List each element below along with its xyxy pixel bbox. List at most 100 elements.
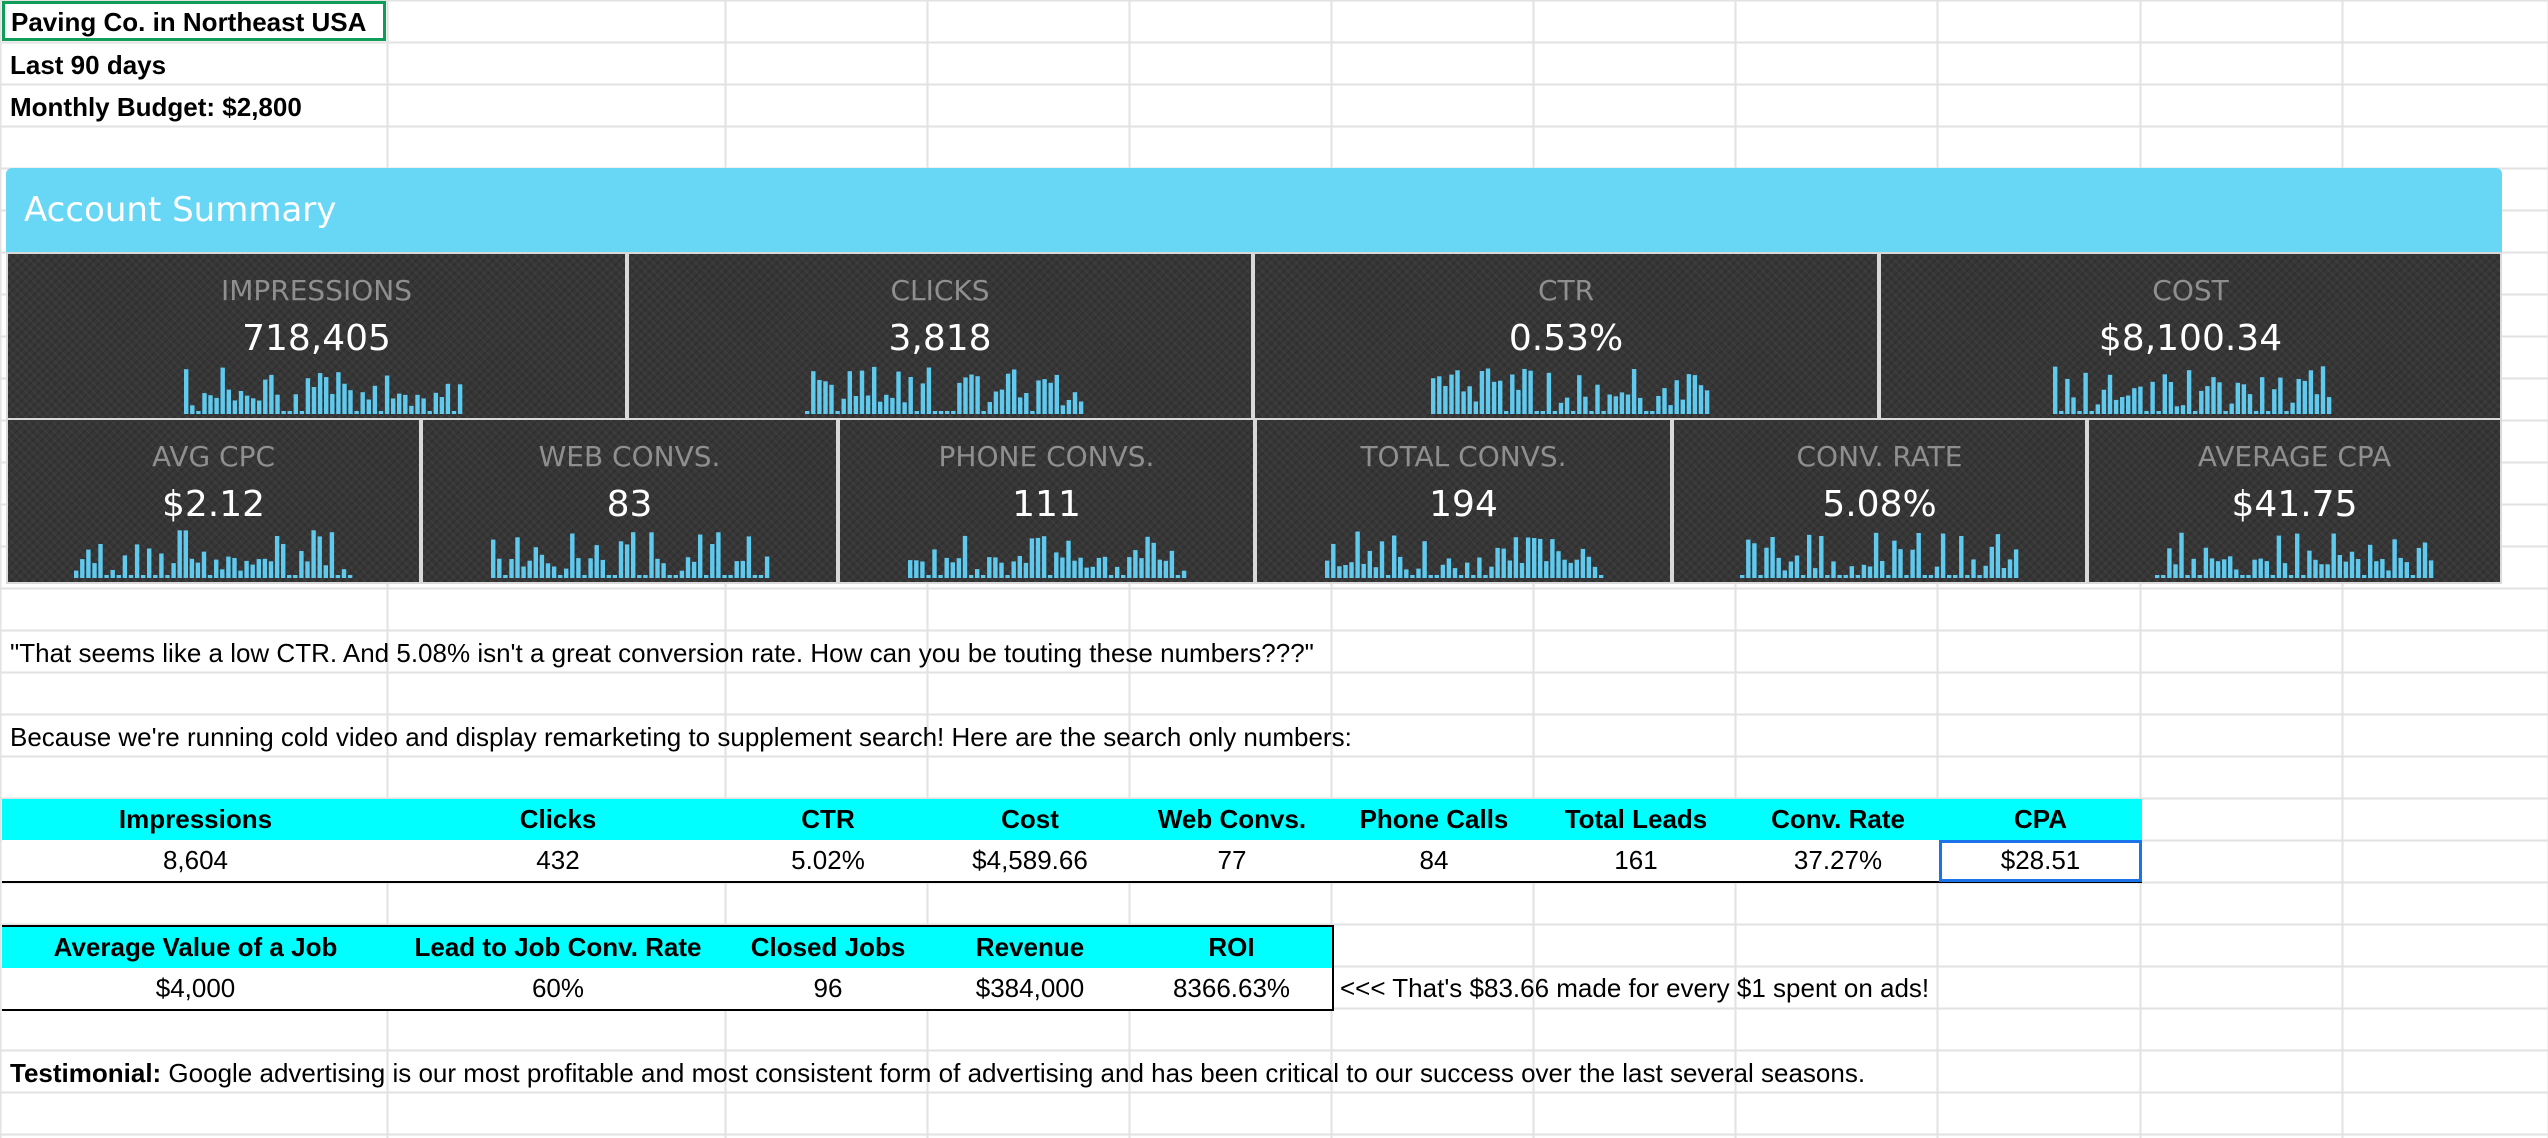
header-roi[interactable]: ROI	[1131, 926, 1333, 968]
quote-text[interactable]: "That seems like a low CTR. And 5.08% is…	[10, 638, 1314, 668]
header-revenue[interactable]: Revenue	[929, 926, 1131, 968]
table-row: $4,000 60% 96 $384,000 8366.63%	[2, 968, 1333, 1010]
sparkline-bar	[975, 569, 980, 578]
sparkline-bar	[710, 544, 715, 578]
sparkline-bar	[1005, 575, 1010, 578]
cell-web-convs[interactable]: 77	[1131, 840, 1333, 882]
sparkline-bar	[1522, 368, 1527, 414]
sparkline-bar	[878, 401, 883, 414]
sparkline-bar	[1650, 411, 1655, 414]
header-average-job-value[interactable]: Average Value of a Job	[2, 926, 389, 968]
sparkline-bar	[951, 411, 956, 414]
sparkline-bar	[2193, 411, 2198, 414]
sparkline-bar	[324, 377, 329, 414]
cell-cpa-selected[interactable]: $28.51	[1939, 840, 2142, 882]
account-summary-title: Account Summary	[24, 190, 337, 230]
header-phone-calls[interactable]: Phone Calls	[1333, 799, 1535, 840]
sparkline-bar	[122, 555, 128, 578]
sparkline-bar	[1121, 575, 1126, 578]
explanation-text[interactable]: Because we're running cold video and dis…	[10, 722, 1352, 752]
header-clicks[interactable]: Clicks	[389, 799, 727, 840]
sparkline-bar	[1880, 561, 1885, 578]
cell-conv-rate[interactable]: 37.27%	[1737, 840, 1939, 882]
sparkline-bar	[409, 405, 414, 414]
sparkline-bar	[2355, 559, 2361, 578]
sparkline-bar	[427, 411, 432, 414]
sparkline-bar	[1102, 556, 1108, 578]
sparkline-bar	[2296, 379, 2301, 414]
sparkline-bar	[1544, 561, 1549, 578]
cell-total-leads[interactable]: 161	[1535, 840, 1737, 882]
sparkline-bar	[1586, 556, 1592, 578]
sparkline-bar	[2126, 395, 2131, 414]
metric-tile-cost: COST $8,100.34	[1879, 252, 2502, 420]
header-cost[interactable]: Cost	[929, 799, 1131, 840]
sparkline-bar	[558, 575, 563, 578]
sparkline-bar	[1625, 394, 1631, 414]
sparkline-bar	[1595, 384, 1600, 414]
cell-average-job-value[interactable]: $4,000	[2, 968, 389, 1010]
metric-tile-conv-rate: CONV. RATE 5.08%	[1672, 418, 2087, 584]
metric-tile-web-convs: WEB CONVS. 83	[421, 418, 838, 584]
sparkline-bar	[908, 377, 913, 414]
sparkline-bar	[539, 554, 545, 578]
sparkline-bar	[1041, 536, 1047, 578]
header-lead-to-job-rate[interactable]: Lead to Job Conv. Rate	[389, 926, 727, 968]
sparkline-bar	[637, 575, 642, 578]
header-conv-rate[interactable]: Conv. Rate	[1737, 799, 1939, 840]
sparkline-bar	[311, 530, 316, 578]
metric-label: PHONE CONVS.	[938, 440, 1155, 473]
sparkline-bar	[1361, 563, 1366, 578]
header-ctr[interactable]: CTR	[727, 799, 929, 840]
cell-cost[interactable]: $4,589.66	[929, 840, 1131, 882]
sparkline-bar	[1644, 411, 1649, 414]
cell-clicks[interactable]: 432	[389, 840, 727, 882]
sparkline-bar	[823, 381, 828, 414]
sparkline-bar	[2272, 389, 2277, 414]
testimonial-row[interactable]: Testimonial: Google advertising is our m…	[10, 1052, 1865, 1094]
sparkline-bar	[716, 532, 721, 578]
sparkline-bar	[1674, 380, 1679, 414]
sparkline-bar	[1800, 575, 1806, 578]
sparkline-bar	[281, 411, 286, 414]
sparkline-bar	[908, 560, 913, 578]
period-label[interactable]: Last 90 days	[10, 50, 167, 80]
sparkline-bar	[1782, 570, 1787, 578]
sparkline-bar	[378, 411, 384, 414]
sparkline-bar	[1819, 536, 1824, 578]
cell-ctr[interactable]: 5.02%	[727, 840, 929, 882]
cell-roi[interactable]: 8366.63%	[1131, 968, 1333, 1010]
sparkline-bar	[2308, 370, 2314, 414]
header-closed-jobs[interactable]: Closed Jobs	[727, 926, 929, 968]
sparkline-ctr	[1431, 368, 1710, 414]
roi-note[interactable]: <<< That's $83.66 made for every $1 spen…	[1340, 973, 1930, 1003]
sparkline-bar	[1495, 547, 1500, 578]
sparkline-bar	[1934, 566, 1940, 578]
sparkline-bar	[2138, 386, 2143, 414]
sparkline-bar	[2410, 575, 2416, 578]
sparkline-bar	[2253, 411, 2259, 414]
sparkline-bar	[1036, 380, 1041, 414]
active-cell-title[interactable]: Paving Co. in Northeast USA	[2, 1, 386, 41]
sparkline-bar	[305, 378, 311, 414]
metric-value: 3,818	[888, 318, 992, 359]
sparkline-bar	[722, 575, 727, 578]
cell-phone-calls[interactable]: 84	[1333, 840, 1535, 882]
cell-impressions[interactable]: 8,604	[2, 840, 389, 882]
sparkline-bar	[2331, 533, 2336, 578]
sparkline-bar	[1534, 411, 1539, 414]
sparkline-bar	[1873, 532, 1879, 578]
cell-lead-to-job-rate[interactable]: 60%	[389, 968, 727, 1010]
cell-revenue[interactable]: $384,000	[929, 968, 1131, 1010]
header-total-leads[interactable]: Total Leads	[1535, 799, 1737, 840]
sparkline-phone-convs	[908, 535, 1187, 578]
budget-label[interactable]: Monthly Budget: $2,800	[10, 92, 302, 122]
header-impressions[interactable]: Impressions	[2, 799, 389, 840]
sparkline-bar	[391, 398, 396, 414]
header-web-convs[interactable]: Web Convs.	[1131, 799, 1333, 840]
sparkline-bar	[2386, 570, 2391, 578]
header-cpa[interactable]: CPA	[1939, 799, 2142, 840]
sparkline-bar	[348, 390, 353, 414]
cell-closed-jobs[interactable]: 96	[727, 968, 929, 1010]
metric-value: $41.75	[2231, 484, 2358, 525]
